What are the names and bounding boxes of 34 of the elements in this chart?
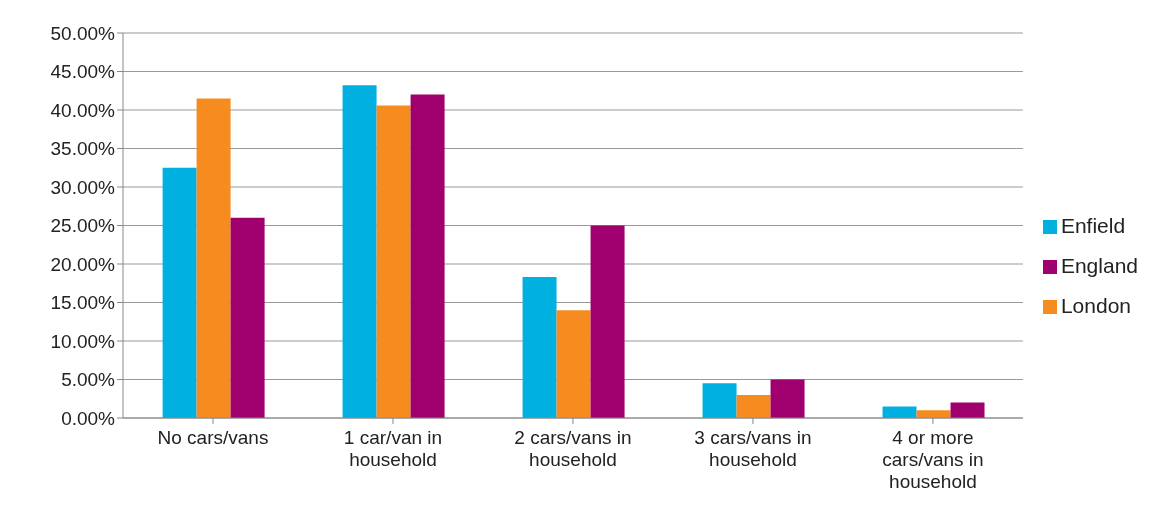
x-tick-label: 2 cars/vans in household: [514, 427, 632, 470]
y-tick-label: 30.00%: [50, 176, 116, 198]
x-tick-label: No cars/vans: [157, 427, 269, 448]
bar: [916, 410, 951, 418]
bar: [702, 383, 737, 418]
y-tick-label: 40.00%: [50, 99, 116, 121]
bar: [590, 225, 625, 418]
bar: [882, 406, 917, 418]
y-tick-label: 35.00%: [50, 138, 116, 160]
bar: [736, 394, 771, 418]
y-tick-label: 15.00%: [50, 292, 116, 314]
y-tick-label: 50.00%: [50, 22, 116, 44]
y-tick-label: 0.00%: [61, 407, 116, 429]
bar: [556, 310, 591, 418]
bar: [410, 94, 445, 418]
bar: [522, 277, 557, 418]
bar: [162, 167, 197, 418]
y-tick-label: 10.00%: [50, 330, 116, 352]
bar: [770, 379, 805, 418]
bar: [376, 105, 411, 418]
legend-label: Enfield: [1060, 213, 1126, 237]
x-tick-label: 3 cars/vans in household: [694, 427, 812, 470]
bar: [230, 217, 265, 418]
y-tick-label: 25.00%: [50, 215, 116, 237]
y-tick-label: 5.00%: [61, 369, 116, 391]
bar: [950, 402, 985, 418]
bar: [196, 98, 231, 418]
legend-label: London: [1060, 293, 1131, 317]
bar: [342, 85, 377, 418]
y-tick-label: 45.00%: [50, 61, 116, 83]
y-tick-label: 20.00%: [50, 253, 116, 275]
legend-label: England: [1060, 253, 1138, 277]
x-tick-label: 1 car/van in household: [343, 427, 443, 470]
x-tick-label: 4 or more cars/vans in household: [882, 427, 984, 492]
